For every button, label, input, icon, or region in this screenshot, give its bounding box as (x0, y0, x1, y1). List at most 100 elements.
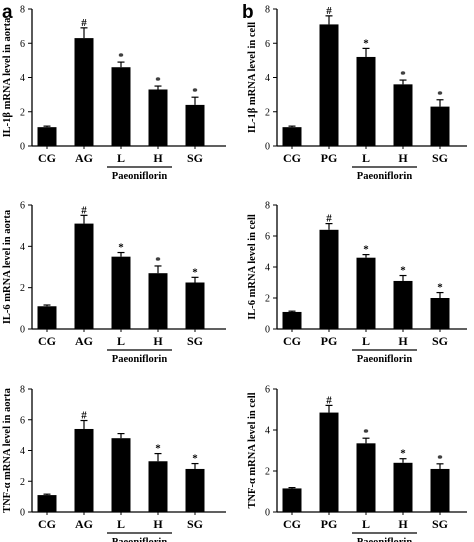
y-axis-label: IL-6 mRNA level in aorta (2, 209, 13, 324)
y-tick-label: 0 (20, 508, 25, 519)
y-tick-label: 0 (265, 508, 270, 519)
y-tick-label: 4 (265, 73, 270, 84)
bar-PG (319, 412, 339, 512)
y-tick-label: 6 (20, 201, 25, 212)
bar-L (111, 67, 131, 146)
significance-mark: # (81, 17, 87, 29)
significance-mark: * (155, 443, 161, 455)
bar-SG (430, 298, 450, 329)
category-label: L (117, 517, 125, 531)
category-label: H (153, 334, 163, 348)
chart-5: 0 2 4 6 8 TNF-α mRNA level in aorta CG # AG L * H * S… (2, 385, 226, 542)
significance-mark: * (437, 89, 443, 101)
category-label: CG (38, 334, 56, 348)
significance-mark: * (437, 282, 443, 294)
category-label: H (398, 334, 408, 348)
bar-H (393, 280, 413, 329)
y-tick-label: 6 (20, 39, 25, 50)
bar-SG (185, 104, 205, 146)
group-label: Paeoniflorin (357, 537, 413, 542)
category-label: H (398, 517, 408, 531)
category-label: CG (38, 151, 56, 165)
bar-H (393, 462, 413, 512)
significance-mark: * (363, 427, 369, 439)
y-tick-label: 8 (20, 5, 25, 16)
bar-H (148, 461, 168, 512)
group-label: Paeoniflorin (112, 354, 168, 365)
chart-6: 0 2 4 6 TNF-α mRNA level in cell CG # PG * L * H * SG… (247, 385, 467, 542)
bar-AG (74, 428, 94, 512)
significance-mark: # (326, 5, 332, 17)
chart-4: 0 2 4 6 8 IL-6 mRNA level in cell CG # PG * L * H * SG… (247, 201, 467, 365)
category-label: L (362, 517, 370, 531)
y-tick-label: 4 (265, 426, 270, 437)
y-tick-label: 2 (20, 477, 25, 488)
group-label: Paeoniflorin (357, 171, 413, 182)
significance-mark: # (326, 394, 332, 406)
chart-3: 0 2 4 6 IL-6 mRNA level in aorta CG # AG * L * H * SG… (2, 201, 226, 365)
bar-AG (74, 38, 94, 146)
significance-mark: * (400, 69, 406, 81)
y-tick-label: 4 (20, 446, 25, 457)
bar-PG (319, 24, 339, 147)
bar-AG (74, 223, 94, 329)
significance-mark: * (437, 453, 443, 465)
bar-CG (282, 311, 302, 329)
category-label: PG (321, 151, 338, 165)
category-label: AG (75, 517, 93, 531)
y-tick-label: 4 (20, 242, 25, 253)
bar-L (356, 257, 376, 329)
y-tick-label: 4 (265, 263, 270, 274)
y-tick-label: 4 (20, 73, 25, 84)
bar-L (356, 443, 376, 512)
charts: 0 2 4 6 8 IL-1β mRNA level in aorta CG # AG * L * H *… (2, 5, 467, 542)
category-label: PG (321, 334, 338, 348)
significance-mark: * (192, 453, 198, 465)
category-label: SG (432, 517, 448, 531)
category-label: H (153, 151, 163, 165)
bar-H (148, 89, 168, 146)
category-label: H (398, 151, 408, 165)
y-axis-label: TNF-α mRNA level in aorta (2, 387, 13, 513)
bar-CG (37, 127, 57, 146)
bar-SG (185, 282, 205, 329)
significance-mark: * (363, 37, 369, 49)
group-label: Paeoniflorin (112, 171, 168, 182)
bar-SG (185, 468, 205, 512)
bar-H (393, 84, 413, 146)
bar-CG (37, 495, 57, 512)
y-tick-label: 2 (20, 283, 25, 294)
chart-2: 0 2 4 6 8 IL-1β mRNA level in cell CG # PG * L * H * S… (247, 5, 467, 182)
bar-PG (319, 229, 339, 329)
category-label: SG (432, 151, 448, 165)
y-tick-label: 0 (20, 325, 25, 336)
category-label: CG (38, 517, 56, 531)
significance-mark: * (400, 448, 406, 460)
panel-letter-b: b (242, 2, 254, 23)
bar-CG (282, 127, 302, 146)
bar-L (111, 438, 131, 512)
category-label: H (153, 517, 163, 531)
group-label: Paeoniflorin (357, 354, 413, 365)
significance-mark: * (363, 244, 369, 256)
significance-mark: * (155, 75, 161, 87)
category-label: L (362, 151, 370, 165)
category-label: L (117, 334, 125, 348)
significance-mark: * (192, 266, 198, 278)
significance-mark: * (400, 265, 406, 277)
group-label: Paeoniflorin (112, 537, 168, 542)
y-tick-label: 2 (265, 467, 270, 478)
category-label: CG (283, 151, 301, 165)
significance-mark: * (118, 242, 124, 254)
category-label: SG (187, 334, 203, 348)
category-label: L (362, 334, 370, 348)
bar-L (111, 256, 131, 329)
y-tick-label: 6 (265, 385, 270, 396)
bar-L (356, 56, 376, 147)
category-label: SG (187, 517, 203, 531)
bar-H (148, 273, 168, 329)
y-tick-label: 2 (265, 294, 270, 305)
category-label: AG (75, 334, 93, 348)
bar-CG (37, 306, 57, 329)
